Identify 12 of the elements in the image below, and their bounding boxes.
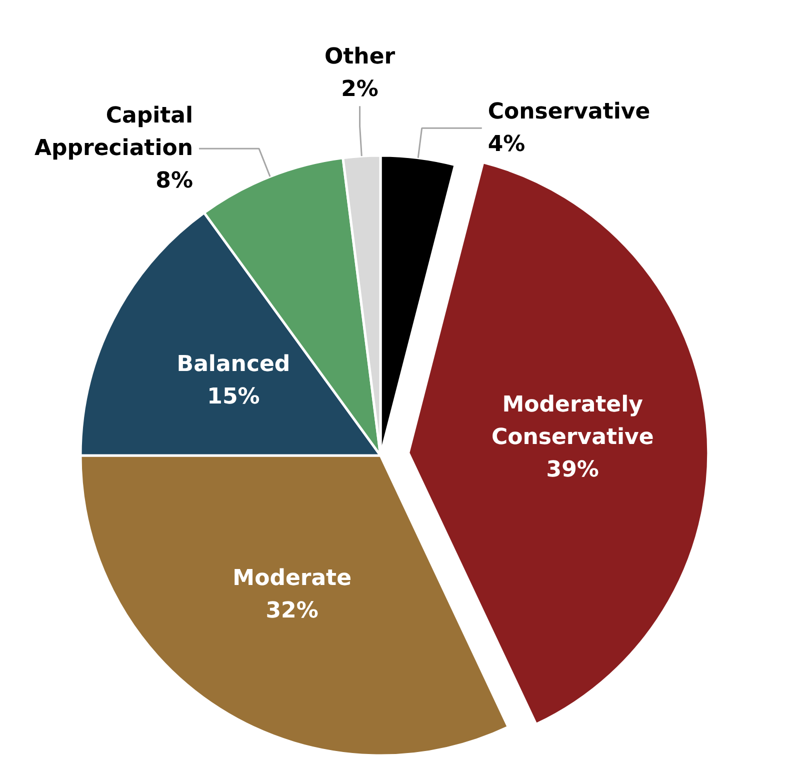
data-label: 15% [207,384,260,410]
slice-label: Capital Appreciation [34,104,194,162]
slice-label: Other [324,44,396,70]
data-label: 4% [488,132,526,157]
data-label: 2% [341,77,378,102]
slice-label: Balanced [176,352,290,377]
slice-label: Moderate [232,566,352,592]
data-label: 32% [266,598,318,624]
data-label: 39% [546,457,599,482]
slice-label: Moderately Conservative [491,392,654,450]
slice-label: Conservative [488,99,650,124]
data-label: 8% [156,168,194,194]
